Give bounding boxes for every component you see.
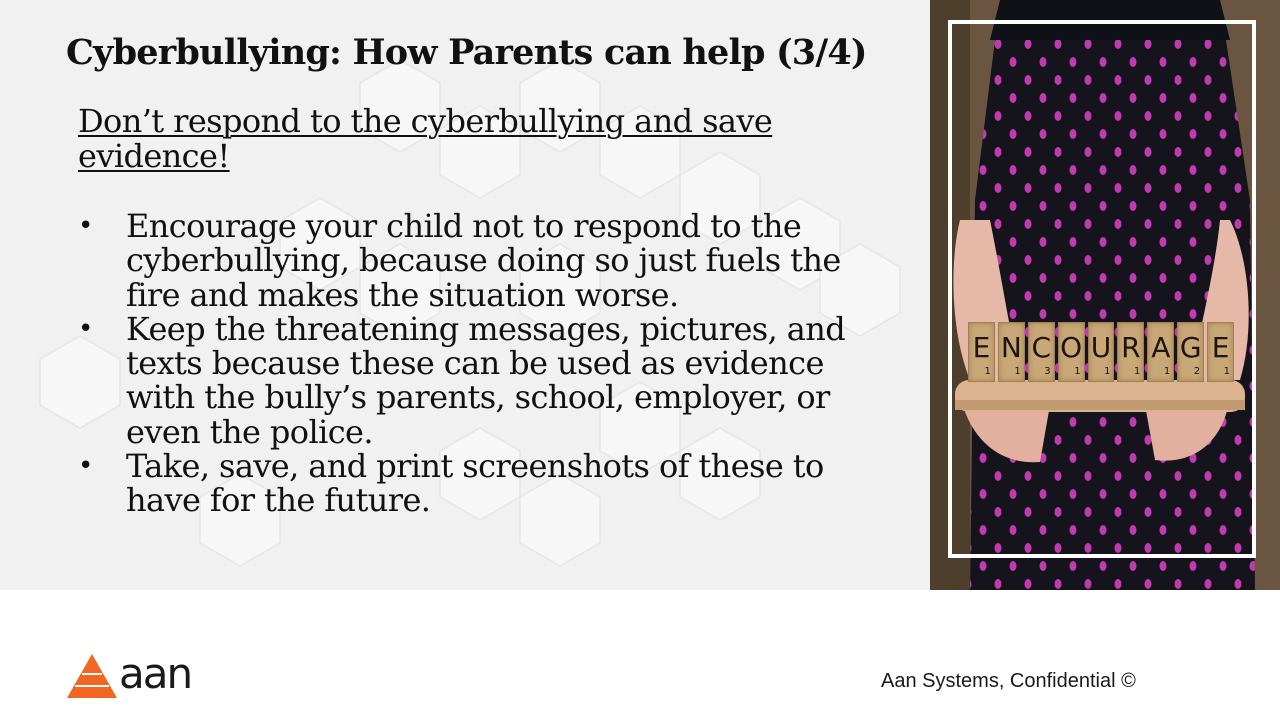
slide-subtitle: Don’t respond to the cyberbullying and s… [78,102,773,175]
tile-score: 1 [1133,366,1141,377]
tile-score: 1 [1074,366,1081,377]
bullet-text: Take, save, and print screenshots of the… [126,447,824,520]
scrabble-tile: E 1 [968,322,995,382]
tile-letter: E [1211,331,1230,364]
scrabble-tile: R 1 [1117,322,1145,382]
tile-score: 1 [984,366,991,377]
tile-score: 3 [1044,366,1051,377]
tile-letter: A [1151,331,1171,364]
confidential-notice: Aan Systems, Confidential © [881,670,1136,692]
scrabble-tile: N 1 [997,322,1025,382]
tile-score: 1 [1104,366,1111,377]
logo-wordmark: aan [119,649,193,698]
bullet-item: • Keep the threatening messages, picture… [78,312,848,449]
tile-letter: N [1000,331,1022,364]
hexagon-background-pattern [39,59,901,567]
scrabble-tile: U 1 [1087,322,1115,382]
photo-frame-border [948,20,1256,558]
tile-letter: C [1031,331,1051,364]
tile-letter: O [1060,331,1083,364]
bullet-marker: • [78,211,93,241]
scrabble-tile: C 3 [1027,322,1055,382]
bullet-marker: • [78,313,93,344]
slide-content-area: Cyberbullying: How Parents can help (3/4… [0,0,930,590]
scrabble-tiles: E 1 N 1 C 3 O 1 U 1 R 1 A 1 G 2 [968,322,1235,382]
scrabble-tile: O 1 [1057,322,1085,382]
scrabble-tile: A 1 [1147,322,1175,382]
bullet-item: • Take, save, and print screenshots of t… [78,449,848,518]
slide-title: Cyberbullying: How Parents can help (3/4… [66,32,867,73]
scrabble-tile: E 1 [1207,322,1235,382]
tile-score: 1 [1223,366,1231,377]
tile-letter: R [1121,331,1141,364]
tile-letter: E [972,331,991,364]
tile-score: 2 [1193,366,1201,377]
tile-letter: U [1090,331,1112,364]
bullet-item: • Encourage your child not to respond to… [78,209,848,312]
bullet-text: Encourage your child not to respond to t… [126,207,841,314]
scrabble-tile: G 2 [1177,322,1205,382]
encourage-photo: E 1 N 1 C 3 O 1 U 1 R 1 A 1 G 2 [930,0,1280,590]
bullet-marker: • [78,451,93,482]
triangle-logo-icon [67,654,117,698]
tile-letter: G [1179,331,1202,364]
bullet-text: Keep the threatening messages, pictures,… [126,309,846,451]
bullet-list: • Encourage your child not to respond to… [78,209,848,518]
tile-score: 1 [1163,366,1171,377]
tile-score: 1 [1014,366,1021,377]
